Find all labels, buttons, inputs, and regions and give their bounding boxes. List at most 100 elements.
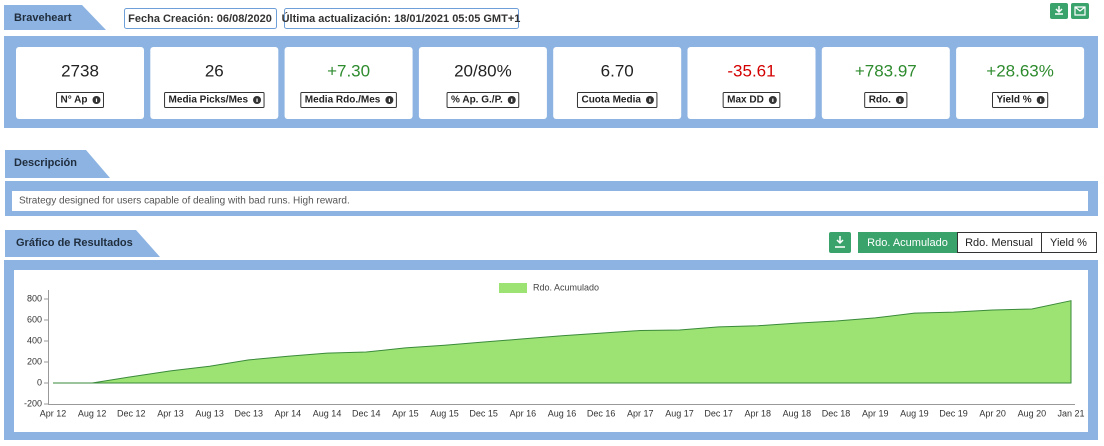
- x-tick-label: Aug 15: [430, 408, 459, 418]
- stat-value: 20/80%: [454, 61, 512, 80]
- download-icon: [1055, 6, 1063, 15]
- x-tick-label: Aug 14: [313, 408, 342, 418]
- stat-label: Max DD: [727, 95, 764, 106]
- x-tick-label: Dec 13: [235, 408, 264, 418]
- y-tick-label: 600: [27, 314, 42, 324]
- stat-card: [284, 47, 413, 119]
- stat-value: 6.70: [601, 61, 634, 80]
- chart-tab-label: Rdo. Mensual: [965, 237, 1033, 249]
- stat-card: [418, 47, 547, 119]
- x-tick-label: Aug 16: [548, 408, 577, 418]
- badge: [124, 8, 277, 29]
- x-tick-label: Dec 18: [822, 408, 851, 418]
- y-tick-label: 0: [37, 377, 42, 387]
- y-tick-label: 400: [27, 335, 42, 345]
- chart-tab-label: Rdo. Acumulado: [867, 237, 948, 249]
- stat-value: +28.63%: [986, 61, 1054, 80]
- info-icon-dot: [388, 98, 390, 102]
- tab: [4, 5, 106, 30]
- stat-label: Media Rdo./Mes: [305, 95, 381, 106]
- x-tick-label: Apr 17: [627, 408, 654, 418]
- stat-card: [687, 47, 816, 119]
- info-icon-dot: [256, 98, 258, 102]
- tab: [5, 230, 160, 257]
- stat-card: [150, 47, 279, 119]
- x-tick-label: Apr 19: [862, 408, 889, 418]
- x-tick-label: Dec 14: [352, 408, 381, 418]
- info-icon-dot: [772, 98, 774, 102]
- stat-card: [956, 47, 1085, 119]
- stat-card: [553, 47, 682, 119]
- section-title: Gráfico de Resultados: [16, 237, 133, 249]
- stat-card: [821, 47, 950, 119]
- stat-value: 26: [205, 61, 224, 80]
- y-tick-label: -200: [24, 398, 42, 408]
- updated-date: Última actualización: 18/01/2021 05:05 G…: [282, 12, 521, 25]
- info-icon-dot: [511, 98, 513, 102]
- y-tick-label: 200: [27, 356, 42, 366]
- info-icon-dot: [1040, 98, 1042, 102]
- area: [53, 300, 1072, 384]
- label-box: [164, 92, 265, 108]
- x-tick-label: Jan 21: [1057, 408, 1084, 418]
- stat-label: % Ap. G./P.: [451, 95, 503, 106]
- y-tick-label: 800: [27, 293, 42, 303]
- x-tick-label: Apr 16: [510, 408, 537, 418]
- x-tick-label: Apr 18: [745, 408, 772, 418]
- label-box: [446, 92, 520, 108]
- x-tick-label: Dec 17: [704, 408, 733, 418]
- x-tick-label: Dec 16: [587, 408, 616, 418]
- stat-value: 2738: [61, 61, 99, 80]
- info-icon-dot: [899, 98, 901, 102]
- tab: [5, 150, 110, 178]
- legend-label: Rdo. Acumulado: [533, 282, 599, 292]
- x-tick-label: Aug 13: [195, 408, 224, 418]
- stat-card: [16, 47, 144, 119]
- x-tick-label: Apr 15: [392, 408, 419, 418]
- info-icon-dot: [95, 98, 98, 102]
- stat-label: Cuota Media: [581, 95, 641, 106]
- chart-tab[interactable]: [1041, 232, 1097, 253]
- created-date: Fecha Creación: 06/08/2020: [128, 13, 272, 25]
- label-box: [722, 92, 781, 108]
- x-tick-label: Dec 12: [117, 408, 146, 418]
- x-tick-label: Apr 20: [979, 408, 1006, 418]
- x-tick-label: Aug 12: [78, 408, 107, 418]
- x-tick-label: Aug 20: [1018, 408, 1047, 418]
- stat-label: Rdo.: [869, 95, 891, 106]
- label-box: [991, 92, 1049, 108]
- stat-value: +783.97: [855, 61, 917, 80]
- chart-tab-label: Yield %: [1050, 237, 1087, 249]
- x-tick-label: Aug 18: [783, 408, 812, 418]
- x-tick-label: Apr 14: [275, 408, 302, 418]
- download-icon: [835, 236, 845, 248]
- stat-label: Media Picks/Mes: [169, 95, 249, 106]
- section-title: Descripción: [14, 157, 77, 169]
- stat-value: -35.61: [727, 61, 775, 80]
- stat-label: Yield %: [996, 95, 1031, 106]
- label-box: [864, 92, 908, 108]
- email-icon: [1074, 6, 1086, 16]
- stat-value: +7.30: [327, 61, 370, 80]
- x-tick-label: Dec 19: [939, 408, 968, 418]
- chart-tabs: Rdo. Acumulado Rdo. Mensual Yield %: [858, 232, 1097, 253]
- x-tick-label: Dec 15: [469, 408, 498, 418]
- chart: -200 0 200 400 600 800 Apr 12 Aug 12 Dec 12 Apr 1…: [24, 282, 1085, 418]
- info-icon-dot: [649, 98, 651, 102]
- stat-label: N° Ap: [61, 95, 88, 106]
- label-box: [576, 92, 658, 108]
- stats: 2738 N° Ap 26 Media Picks/Mes +7.30 Media Rdo…: [16, 47, 1085, 119]
- description-text: Strategy designed for users capable of d…: [19, 196, 350, 207]
- label-box: [300, 92, 397, 108]
- x-tick-label: Aug 19: [900, 408, 929, 418]
- x-tick-label: Aug 17: [665, 408, 694, 418]
- legend-swatch: [499, 283, 527, 293]
- x-tick-label: Apr 12: [40, 408, 67, 418]
- x-tick-label: Apr 13: [157, 408, 184, 418]
- description-box: [12, 191, 1088, 211]
- strategy-title: Braveheart: [14, 12, 72, 24]
- label-box: [56, 92, 104, 108]
- badge: [284, 8, 519, 29]
